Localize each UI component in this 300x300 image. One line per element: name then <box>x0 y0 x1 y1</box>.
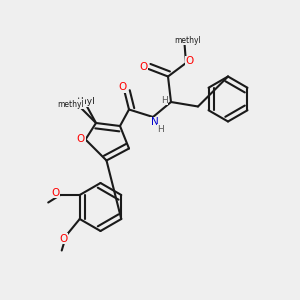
Text: O: O <box>77 134 85 145</box>
Text: O: O <box>52 188 60 198</box>
Text: N: N <box>151 117 158 128</box>
Text: methyl: methyl <box>64 98 95 106</box>
Text: methyl: methyl <box>174 36 201 45</box>
Text: O: O <box>185 56 194 67</box>
Text: H: H <box>157 124 164 134</box>
Text: O: O <box>119 82 127 92</box>
Text: H: H <box>161 96 168 105</box>
Text: O: O <box>59 233 67 244</box>
Text: O: O <box>139 61 147 72</box>
Text: methyl: methyl <box>58 100 85 109</box>
